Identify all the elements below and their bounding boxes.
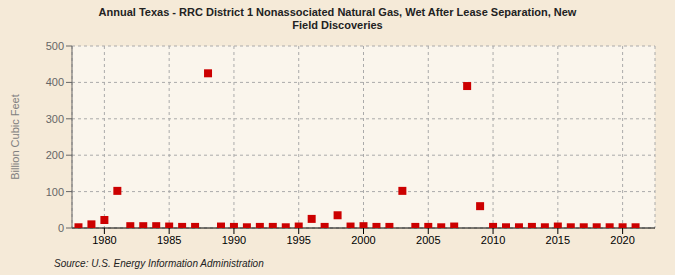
svg-text:0: 0 [58,222,64,234]
svg-text:400: 400 [46,76,64,88]
html-text:Source: U.S. Energy Informatio: Source: U.S. Energy Information Administ… [54,258,264,269]
svg-text:2020: 2020 [610,234,634,246]
svg-text:2010: 2010 [481,234,505,246]
svg-text:2000: 2000 [351,234,375,246]
svg-text:Billion Cubic Feet: Billion Cubic Feet [9,94,21,180]
svg-text:200: 200 [46,149,64,161]
svg-text:1985: 1985 [157,234,181,246]
html-text:Field Discoveries: Field Discoveries [292,19,383,31]
svg-text:300: 300 [46,113,64,125]
svg-text:2005: 2005 [416,234,440,246]
svg-text:1980: 1980 [92,234,116,246]
svg-text:500: 500 [46,40,64,52]
svg-text:2015: 2015 [546,234,570,246]
html-text:Annual Texas - RRC District 1: Annual Texas - RRC District 1 Nonassocia… [98,6,577,18]
svg-text:100: 100 [46,186,64,198]
svg-text:1990: 1990 [222,234,246,246]
svg-text:1995: 1995 [286,234,310,246]
